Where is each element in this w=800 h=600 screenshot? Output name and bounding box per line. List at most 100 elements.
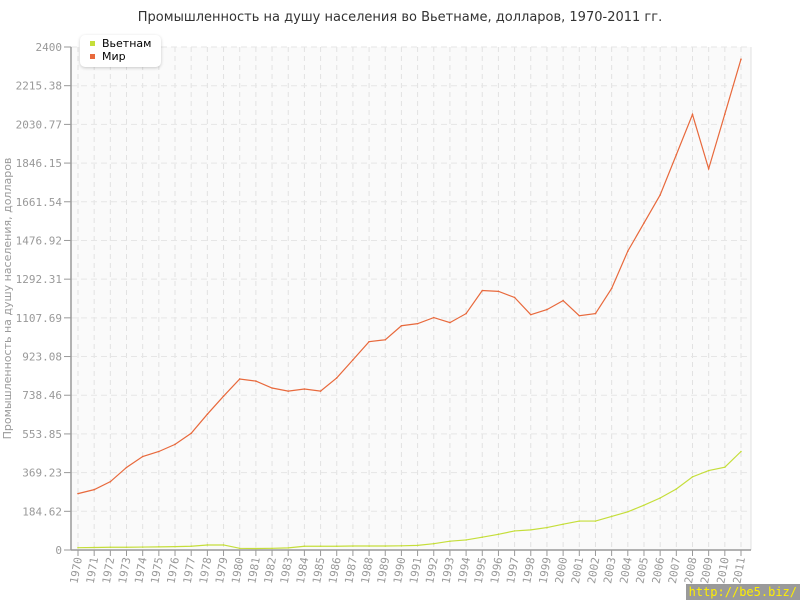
data-point [481, 536, 484, 539]
series-line-1 [77, 58, 742, 495]
x-tick-label: 2007 [666, 556, 683, 584]
data-point [578, 314, 581, 317]
data-point [93, 546, 95, 549]
data-point [610, 287, 613, 290]
data-point [287, 547, 290, 549]
data-point [707, 469, 710, 472]
x-tick-label: 2002 [585, 556, 602, 584]
data-point [643, 222, 645, 224]
data-point [125, 466, 128, 469]
data-point [546, 526, 548, 529]
y-tick-label: 923.08 [22, 351, 62, 364]
data-point [335, 545, 338, 548]
x-tick-label: 1991 [407, 556, 424, 584]
y-tick-label: 738.46 [22, 389, 62, 402]
data-point [93, 488, 95, 491]
data-point [271, 387, 273, 389]
data-point [643, 504, 645, 506]
data-point [465, 539, 467, 541]
x-tick-label: 2003 [601, 556, 618, 584]
legend-swatch [90, 54, 95, 59]
data-point [174, 443, 176, 446]
y-tick-label: 1661.54 [16, 196, 63, 209]
data-point [513, 296, 516, 299]
data-point [400, 324, 403, 327]
x-tick-label: 1975 [148, 556, 165, 584]
y-tick-label: 0 [55, 544, 62, 557]
data-point [109, 546, 112, 549]
data-point [190, 545, 192, 548]
x-tick-label: 1983 [278, 556, 295, 584]
x-tick-label: 1982 [262, 556, 279, 584]
data-point [562, 523, 564, 526]
data-point [222, 395, 225, 397]
x-tick-label: 2011 [731, 556, 748, 584]
data-point [627, 511, 629, 513]
legend-swatch [90, 41, 95, 46]
data-point [158, 450, 160, 453]
legend-item-world[interactable]: Мир [90, 50, 151, 63]
data-point [449, 321, 451, 324]
x-tick-label: 1970 [68, 556, 85, 584]
data-point [594, 520, 597, 522]
data-point [158, 546, 160, 548]
y-tick-label: 2030.77 [16, 118, 62, 131]
chart-title: Промышленность на душу населения во Вьет… [137, 10, 663, 25]
data-point [125, 546, 128, 549]
x-tick-label: 2010 [714, 556, 731, 584]
x-tick-label: 1977 [181, 556, 198, 584]
data-point [562, 299, 564, 302]
watermark: http://be5.biz/ [685, 584, 800, 600]
data-point [578, 520, 581, 522]
x-tick-label: 1996 [488, 556, 505, 584]
data-point [659, 194, 661, 196]
data-point [432, 542, 435, 545]
series-line-0 [77, 451, 742, 550]
x-tick-label: 2004 [617, 556, 634, 585]
data-point [287, 390, 290, 392]
data-point [238, 378, 241, 380]
x-tick-label: 1979 [213, 556, 230, 584]
x-tick-label: 1995 [472, 556, 489, 584]
y-tick-label: 1107.69 [16, 312, 62, 325]
x-tick-label: 2006 [650, 556, 667, 584]
data-point [255, 380, 257, 382]
x-tick-label: 2001 [569, 556, 586, 584]
x-tick-label: 1981 [245, 556, 262, 584]
x-tick-label: 1972 [100, 556, 117, 584]
data-point [627, 250, 629, 252]
data-point [352, 545, 354, 547]
legend-item-vietnam[interactable]: Вьетнам [90, 37, 151, 50]
legend-label: Мир [102, 50, 126, 63]
data-point [77, 492, 79, 495]
data-point [594, 312, 597, 315]
data-point [368, 340, 370, 343]
y-tick-label: 2400 [36, 41, 63, 54]
data-point [610, 515, 613, 518]
x-tick-label: 1990 [391, 556, 408, 584]
data-point [319, 390, 322, 392]
y-tick-label: 1846.15 [16, 157, 62, 170]
data-point [384, 545, 387, 547]
data-point [513, 530, 516, 532]
data-point [691, 476, 694, 478]
data-point [384, 338, 387, 341]
data-point [238, 547, 241, 550]
data-point [77, 546, 79, 549]
data-point [740, 450, 742, 453]
y-tick-label: 369.23 [22, 467, 62, 480]
x-tick-label: 1973 [116, 556, 133, 584]
y-tick-label: 2215.38 [16, 80, 62, 93]
data-point [529, 313, 532, 316]
x-tick-label: 1985 [310, 556, 327, 584]
y-tick-label: 184.62 [22, 505, 62, 518]
data-point [449, 540, 451, 542]
data-point [400, 545, 403, 547]
y-axis-title: Промышленность на душу населения, доллар… [1, 158, 14, 440]
data-point [724, 113, 726, 115]
data-point [319, 545, 322, 548]
x-tick-label: 1984 [294, 556, 311, 585]
x-tick-label: 1971 [84, 556, 101, 584]
data-point [497, 290, 500, 293]
